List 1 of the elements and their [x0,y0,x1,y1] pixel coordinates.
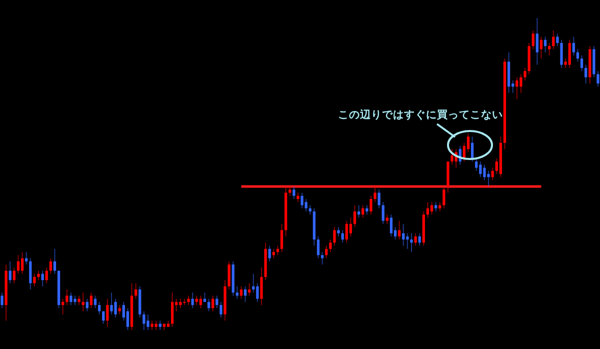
annotation: この辺りではすぐに買ってこない [338,108,503,121]
